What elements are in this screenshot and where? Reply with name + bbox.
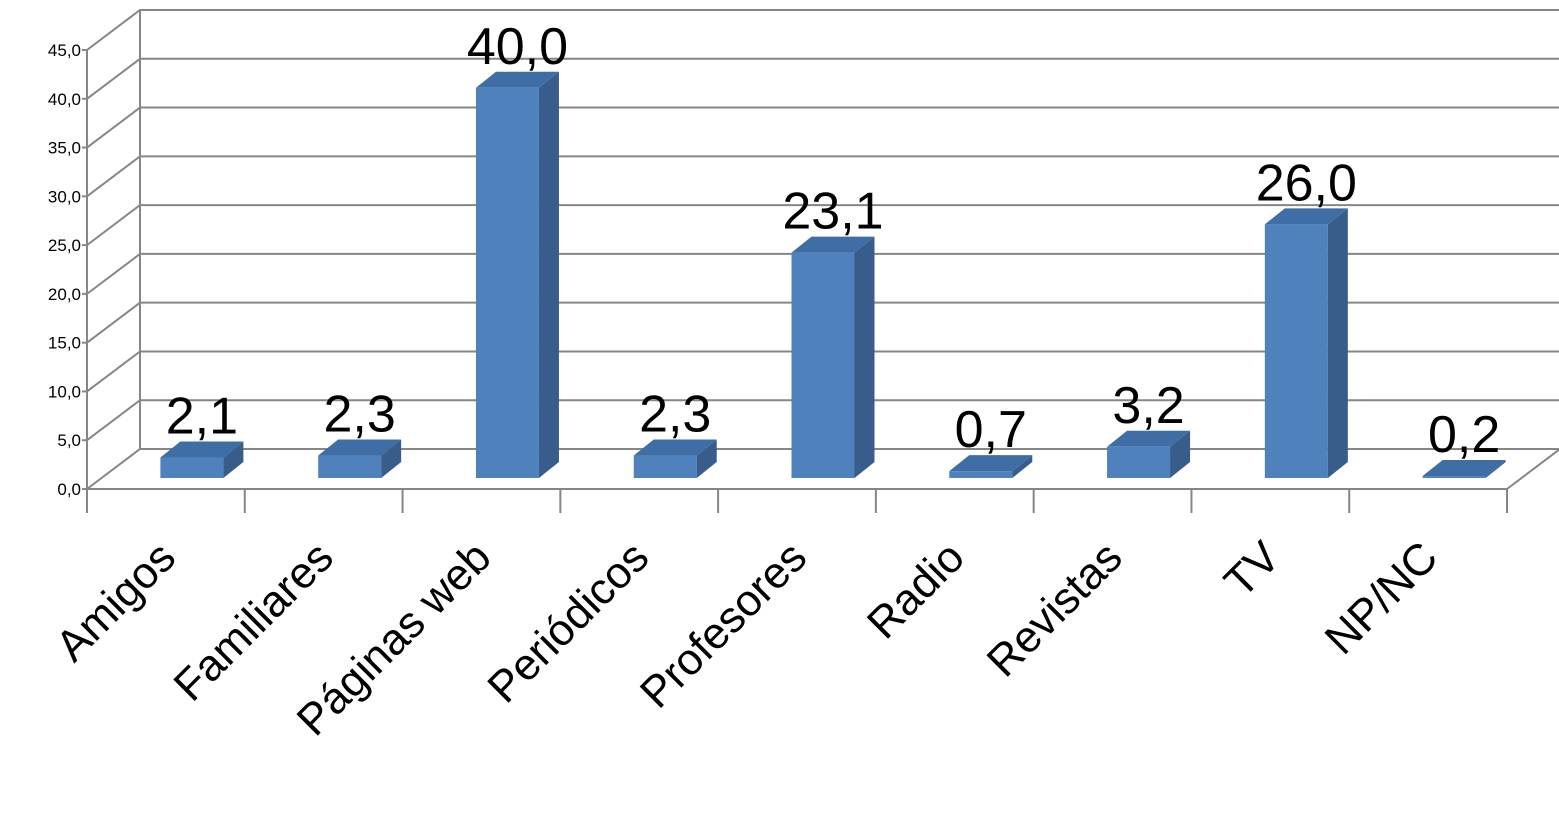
y-tick-label: 25,0: [48, 236, 81, 255]
gridline: [86, 9, 1559, 51]
category-label: Radio: [858, 532, 974, 648]
y-tick-label: 0,0: [57, 480, 81, 499]
data-label: 2,3: [324, 386, 396, 444]
bar-top: [318, 439, 402, 456]
y-tick-label: 15,0: [48, 334, 81, 353]
data-labels: 2,1 2,3 40,0 2,3 23,1 0,7 3,2 26,0 0,2: [166, 18, 1501, 464]
y-tick-label: 45,0: [48, 41, 81, 60]
bar-front: [949, 471, 1013, 478]
data-label: 40,0: [467, 18, 568, 76]
y-tick-label: 5,0: [57, 431, 81, 450]
category-label: Revistas: [978, 532, 1132, 686]
y-tick-label: 10,0: [48, 382, 81, 401]
data-label: 0,7: [955, 401, 1027, 459]
category-label: TV: [1215, 532, 1290, 607]
bar-paginas-web: [475, 71, 559, 479]
bars: [160, 71, 1506, 479]
bar-top: [475, 71, 559, 88]
bar-front: [475, 87, 539, 479]
bar-top: [791, 236, 875, 253]
y-tick-label: 40,0: [48, 90, 81, 109]
bar-side: [1327, 208, 1348, 478]
bar-side: [223, 441, 244, 478]
data-label: 3,2: [1112, 377, 1184, 435]
data-label: 23,1: [782, 183, 883, 241]
bar-familiares: [318, 439, 402, 478]
bar-revistas: [1107, 430, 1191, 478]
bar-side: [1012, 455, 1033, 478]
bar-front: [633, 455, 697, 478]
bar-side: [854, 236, 875, 478]
bar-front: [1264, 224, 1328, 478]
bar-front: [160, 457, 224, 478]
data-label: 26,0: [1256, 154, 1357, 212]
category-label: NP/NC: [1316, 532, 1447, 663]
bar-front: [1107, 446, 1171, 478]
bar-np-nc: [1422, 460, 1506, 478]
bar-side: [538, 71, 559, 479]
bar-side: [1170, 430, 1191, 478]
gridline: [86, 57, 1559, 100]
category-label: Periódicos: [478, 532, 658, 712]
data-label: 2,1: [166, 388, 238, 446]
bar-front: [1422, 476, 1486, 478]
bar-top: [160, 441, 244, 458]
bar-top: [1422, 460, 1506, 477]
category-label: Profesores: [631, 532, 816, 717]
y-tick-label: 20,0: [48, 285, 81, 304]
data-label: 2,3: [639, 386, 711, 444]
bar-front: [791, 252, 855, 478]
bar-side: [1485, 460, 1506, 478]
bar-front: [318, 455, 382, 478]
y-tick-labels: 0,0 5,0 10,0 15,0 20,0 25,0 30,0 35,0 40,0 45,0: [48, 41, 81, 499]
category-label: Amigos: [47, 532, 185, 670]
bar-amigos: [160, 441, 244, 478]
bar-periodicos: [633, 439, 717, 478]
bar-side: [381, 439, 402, 478]
axes: [82, 10, 1559, 513]
y-tick-label: 35,0: [48, 139, 81, 158]
floor-edge: [1506, 448, 1559, 490]
bar-radio: [949, 455, 1033, 478]
data-label: 0,2: [1428, 406, 1500, 464]
bar-top: [949, 455, 1033, 472]
bar-side: [696, 439, 717, 478]
bar-profesores: [791, 236, 875, 478]
bar-top: [1107, 430, 1191, 447]
y-tick-label: 30,0: [48, 187, 81, 206]
bar-top: [1264, 208, 1348, 225]
gridline: [86, 106, 1559, 149]
bar-tv: [1264, 208, 1348, 478]
bar-top: [633, 439, 717, 456]
